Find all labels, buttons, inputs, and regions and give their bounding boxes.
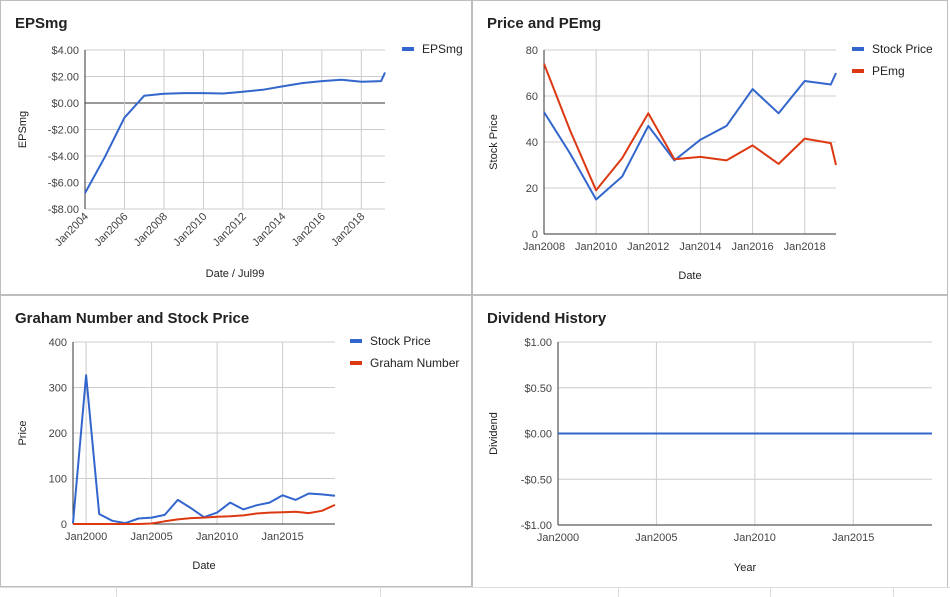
x-tick-label: Jan2018 xyxy=(329,211,367,249)
legend-swatch xyxy=(852,47,864,51)
chart-title: Graham Number and Stock Price xyxy=(15,310,250,327)
x-axis-label: Year xyxy=(734,562,757,574)
legend-swatch xyxy=(350,339,362,343)
price-pemg-chart-panel: Price and PEmg 0 20 40 60 80 Jan2008 Jan2010 Ja… xyxy=(472,0,948,295)
x-tick-label: Jan2018 xyxy=(784,241,826,253)
y-tick-label: -$4.00 xyxy=(48,151,79,163)
x-tick-label: Jan2004 xyxy=(53,211,91,249)
y-axis-label: EPSmg xyxy=(17,111,29,148)
legend-label: EPSmg xyxy=(422,42,463,56)
legend-label: Stock Price xyxy=(872,42,933,56)
y-tick-label: $0.00 xyxy=(524,429,552,441)
chart-title: EPSmg xyxy=(15,15,68,32)
x-tick-label: Jan2005 xyxy=(130,531,172,543)
y-axis-label: Dividend xyxy=(488,412,500,455)
y-tick-label: $0.50 xyxy=(524,383,552,395)
page-footer-strip xyxy=(0,587,950,597)
x-tick-label: Jan2014 xyxy=(250,211,288,249)
y-tick-label: $0.00 xyxy=(51,98,79,110)
y-tick-label: -$2.00 xyxy=(48,125,79,137)
x-tick-label: Jan2005 xyxy=(635,532,677,544)
x-tick-label: Jan2008 xyxy=(523,241,565,253)
legend-label: Stock Price xyxy=(370,334,431,348)
x-tick-label: Jan2012 xyxy=(627,241,669,253)
y-tick-label: 20 xyxy=(526,183,538,195)
graham-number-chart: 0 100 200 300 400 Jan2000 Jan2005 Jan2010 Jan201… xyxy=(17,334,459,572)
x-tick-label: Jan2000 xyxy=(65,531,107,543)
y-tick-label: -$0.50 xyxy=(521,474,552,486)
graham-number-chart-panel: Graham Number and Stock Price 0 100 200 300… xyxy=(0,295,472,587)
x-tick-label: Jan2006 xyxy=(92,211,130,249)
y-tick-label: 300 xyxy=(49,383,67,395)
y-tick-label: 80 xyxy=(526,45,538,57)
y-tick-label: $2.00 xyxy=(51,72,79,84)
x-tick-label: Jan2008 xyxy=(132,211,170,249)
x-tick-label: Jan2010 xyxy=(196,531,238,543)
chart-title: Dividend History xyxy=(487,310,607,327)
legend-swatch xyxy=(852,69,864,73)
x-axis-label: Date xyxy=(192,560,215,572)
x-tick-label: Jan2016 xyxy=(290,211,328,249)
y-axis-label: Price xyxy=(17,420,29,445)
chart-title: Price and PEmg xyxy=(487,15,602,32)
y-tick-label: -$8.00 xyxy=(48,204,79,216)
series-line-1 xyxy=(84,72,386,194)
y-tick-label: $4.00 xyxy=(51,45,79,57)
series-line-2 xyxy=(543,63,837,192)
y-tick-label: -$6.00 xyxy=(48,178,79,190)
y-tick-label: -$1.00 xyxy=(521,520,552,532)
x-tick-label: Jan2015 xyxy=(832,532,874,544)
legend-swatch xyxy=(402,47,414,51)
legend-label: PEmg xyxy=(872,64,905,78)
x-tick-label: Jan2010 xyxy=(575,241,617,253)
legend-swatch xyxy=(350,361,362,365)
y-tick-label: $1.00 xyxy=(524,337,552,349)
x-axis-label: Date / Jul99 xyxy=(206,268,265,280)
y-tick-label: 400 xyxy=(49,337,67,349)
x-tick-label: Jan2014 xyxy=(679,241,721,253)
x-tick-label: Jan2016 xyxy=(731,241,773,253)
epsmg-chart-panel: EPSmg $4.00 $2.00 $0.00 -$2.00 -$4.00 -$6.00 -… xyxy=(0,0,472,295)
series-line-1 xyxy=(72,374,336,525)
y-axis-label: Stock Price xyxy=(488,114,500,170)
x-axis-label: Date xyxy=(678,270,701,282)
y-tick-label: 0 xyxy=(61,519,67,531)
y-tick-label: 100 xyxy=(49,474,67,486)
x-tick-label: Jan2000 xyxy=(537,532,579,544)
x-tick-label: Jan2010 xyxy=(171,211,209,249)
dividend-history-chart-panel: Dividend History $1.00 $0.50 $0.00 -$0.50 -$… xyxy=(472,295,948,589)
x-tick-label: Jan2015 xyxy=(261,531,303,543)
x-tick-label: Jan2010 xyxy=(734,532,776,544)
y-tick-label: 40 xyxy=(526,137,538,149)
price-pemg-chart: 0 20 40 60 80 Jan2008 Jan2010 Jan2012 Jan2014 Jan… xyxy=(488,42,933,282)
x-tick-label: Jan2012 xyxy=(211,211,249,249)
y-tick-label: 200 xyxy=(49,428,67,440)
y-tick-label: 60 xyxy=(526,91,538,103)
series-line-2 xyxy=(73,503,336,525)
y-tick-label: 0 xyxy=(532,229,538,241)
series-line-1 xyxy=(543,72,837,201)
epsmg-chart: $4.00$2.00$0.00-$2.00-$4.00-$6.00-$8.00J… xyxy=(17,42,463,280)
legend-label: Graham Number xyxy=(370,356,459,370)
